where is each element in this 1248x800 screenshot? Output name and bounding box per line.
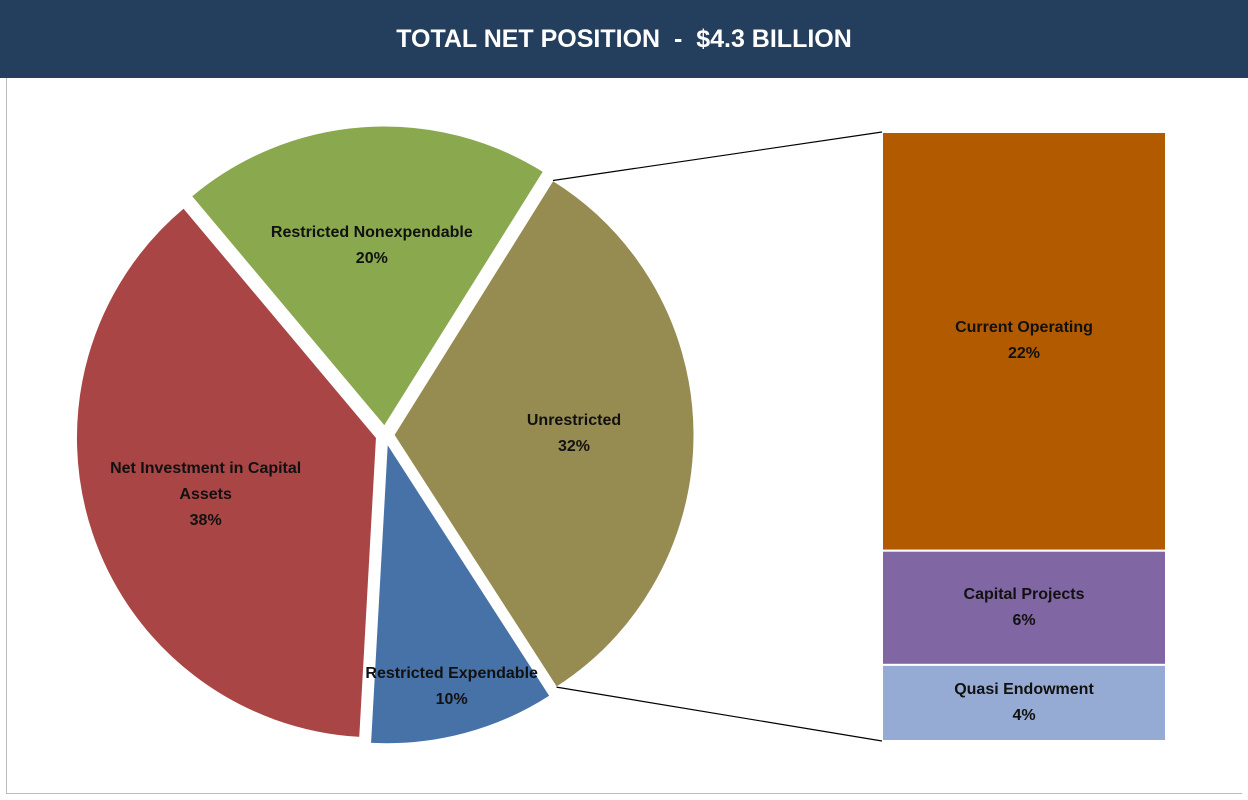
value-label: 20% bbox=[355, 250, 388, 268]
category-label: Current Operating bbox=[955, 319, 1093, 337]
pie-slice bbox=[393, 179, 695, 688]
category-label: Net Investment in Capital Assets bbox=[110, 459, 302, 503]
value-label: 22% bbox=[1007, 345, 1041, 363]
data-label: Restricted Nonexpendable 20% bbox=[252, 220, 492, 272]
frame bbox=[6, 78, 1242, 794]
value-label: 6% bbox=[1012, 611, 1036, 629]
category-label: Unrestricted bbox=[526, 411, 622, 429]
data-label: Unrestricted 32% bbox=[454, 408, 694, 460]
data-label: Quasi Endowment 4% bbox=[904, 677, 1144, 729]
value-label: 4% bbox=[1012, 706, 1036, 724]
data-label: Current Operating 22% bbox=[904, 315, 1144, 367]
pie-slice bbox=[370, 442, 551, 745]
chart-title: TOTAL NET POSITION - $4.3 BILLION bbox=[396, 24, 852, 53]
connector bbox=[552, 131, 883, 182]
bar-segment bbox=[881, 549, 1167, 666]
pie-slice bbox=[75, 207, 377, 738]
bar-segment bbox=[881, 131, 1167, 552]
bar-segment bbox=[881, 663, 1167, 742]
category-label: Restricted Nonexpendable bbox=[270, 224, 473, 242]
value-label: 38% bbox=[189, 511, 222, 529]
data-label: Net Investment in Capital Assets 38% bbox=[86, 456, 326, 534]
pie-slice bbox=[190, 125, 545, 427]
value-label: 10% bbox=[435, 691, 468, 709]
header: TOTAL NET POSITION - $4.3 BILLION bbox=[0, 0, 1248, 78]
connector bbox=[556, 686, 883, 742]
data-label: Capital Projects 6% bbox=[904, 582, 1144, 634]
category-label: Quasi Endowment bbox=[954, 680, 1094, 698]
value-label: 32% bbox=[557, 437, 590, 455]
category-label: Restricted Expendable bbox=[365, 665, 538, 683]
category-label: Capital Projects bbox=[963, 585, 1085, 603]
data-label: Restricted Expendable 10% bbox=[332, 661, 572, 713]
